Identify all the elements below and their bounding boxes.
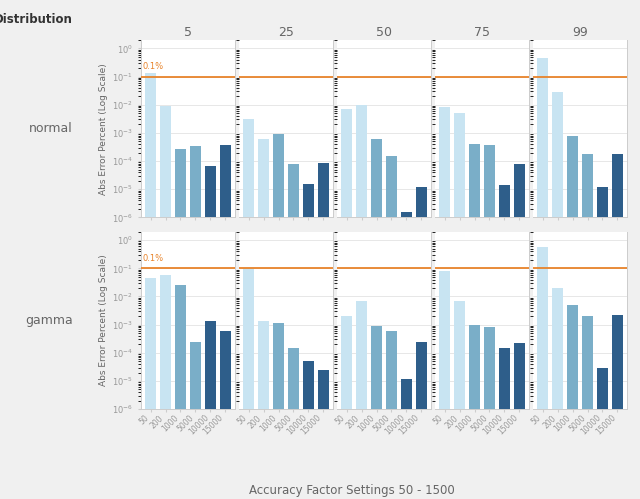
- Bar: [258, 321, 269, 499]
- Bar: [415, 187, 427, 499]
- Bar: [220, 331, 231, 499]
- Bar: [582, 316, 593, 499]
- Text: 0.1%: 0.1%: [143, 253, 164, 262]
- Text: normal: normal: [29, 122, 73, 135]
- Bar: [145, 278, 156, 499]
- Bar: [190, 147, 201, 499]
- Bar: [317, 370, 329, 499]
- Title: 99: 99: [572, 26, 588, 39]
- Bar: [356, 301, 367, 499]
- Bar: [552, 92, 563, 499]
- Bar: [582, 154, 593, 499]
- Bar: [514, 164, 525, 499]
- Bar: [175, 149, 186, 499]
- Bar: [552, 288, 563, 499]
- Bar: [597, 368, 608, 499]
- Bar: [469, 144, 480, 499]
- Bar: [341, 316, 353, 499]
- Bar: [258, 139, 269, 499]
- Bar: [401, 379, 412, 499]
- Text: Distribution: Distribution: [0, 12, 73, 26]
- Bar: [454, 301, 465, 499]
- Bar: [537, 248, 548, 499]
- Bar: [243, 119, 254, 499]
- Bar: [386, 156, 397, 499]
- Bar: [484, 145, 495, 499]
- Bar: [303, 184, 314, 499]
- Bar: [288, 164, 299, 499]
- Title: 25: 25: [278, 26, 294, 39]
- Bar: [205, 321, 216, 499]
- Bar: [415, 342, 427, 499]
- Bar: [317, 163, 329, 499]
- Bar: [401, 213, 412, 499]
- Bar: [439, 271, 451, 499]
- Bar: [288, 348, 299, 499]
- Bar: [499, 348, 510, 499]
- Bar: [273, 134, 284, 499]
- Text: Accuracy Factor Settings 50 - 1500: Accuracy Factor Settings 50 - 1500: [249, 484, 455, 497]
- Bar: [371, 139, 382, 499]
- Title: 50: 50: [376, 26, 392, 39]
- Bar: [469, 325, 480, 499]
- Bar: [160, 106, 171, 499]
- Bar: [190, 342, 201, 499]
- Bar: [341, 109, 353, 499]
- Text: 0.1%: 0.1%: [143, 62, 164, 71]
- Bar: [243, 268, 254, 499]
- Y-axis label: Abs Error Percent (Log Scale): Abs Error Percent (Log Scale): [99, 63, 108, 195]
- Bar: [454, 113, 465, 499]
- Bar: [597, 187, 608, 499]
- Text: gamma: gamma: [25, 314, 73, 327]
- Bar: [371, 326, 382, 499]
- Bar: [612, 154, 623, 499]
- Bar: [514, 343, 525, 499]
- Bar: [439, 107, 451, 499]
- Bar: [356, 105, 367, 499]
- Bar: [567, 305, 578, 499]
- Bar: [160, 274, 171, 499]
- Bar: [537, 58, 548, 499]
- Bar: [205, 166, 216, 499]
- Bar: [612, 315, 623, 499]
- Bar: [273, 323, 284, 499]
- Bar: [303, 361, 314, 499]
- Bar: [499, 185, 510, 499]
- Title: 5: 5: [184, 26, 192, 39]
- Bar: [484, 327, 495, 499]
- Bar: [145, 73, 156, 499]
- Y-axis label: Abs Error Percent (Log Scale): Abs Error Percent (Log Scale): [99, 254, 108, 386]
- Bar: [175, 285, 186, 499]
- Bar: [220, 145, 231, 499]
- Title: 75: 75: [474, 26, 490, 39]
- Bar: [386, 331, 397, 499]
- Bar: [567, 136, 578, 499]
